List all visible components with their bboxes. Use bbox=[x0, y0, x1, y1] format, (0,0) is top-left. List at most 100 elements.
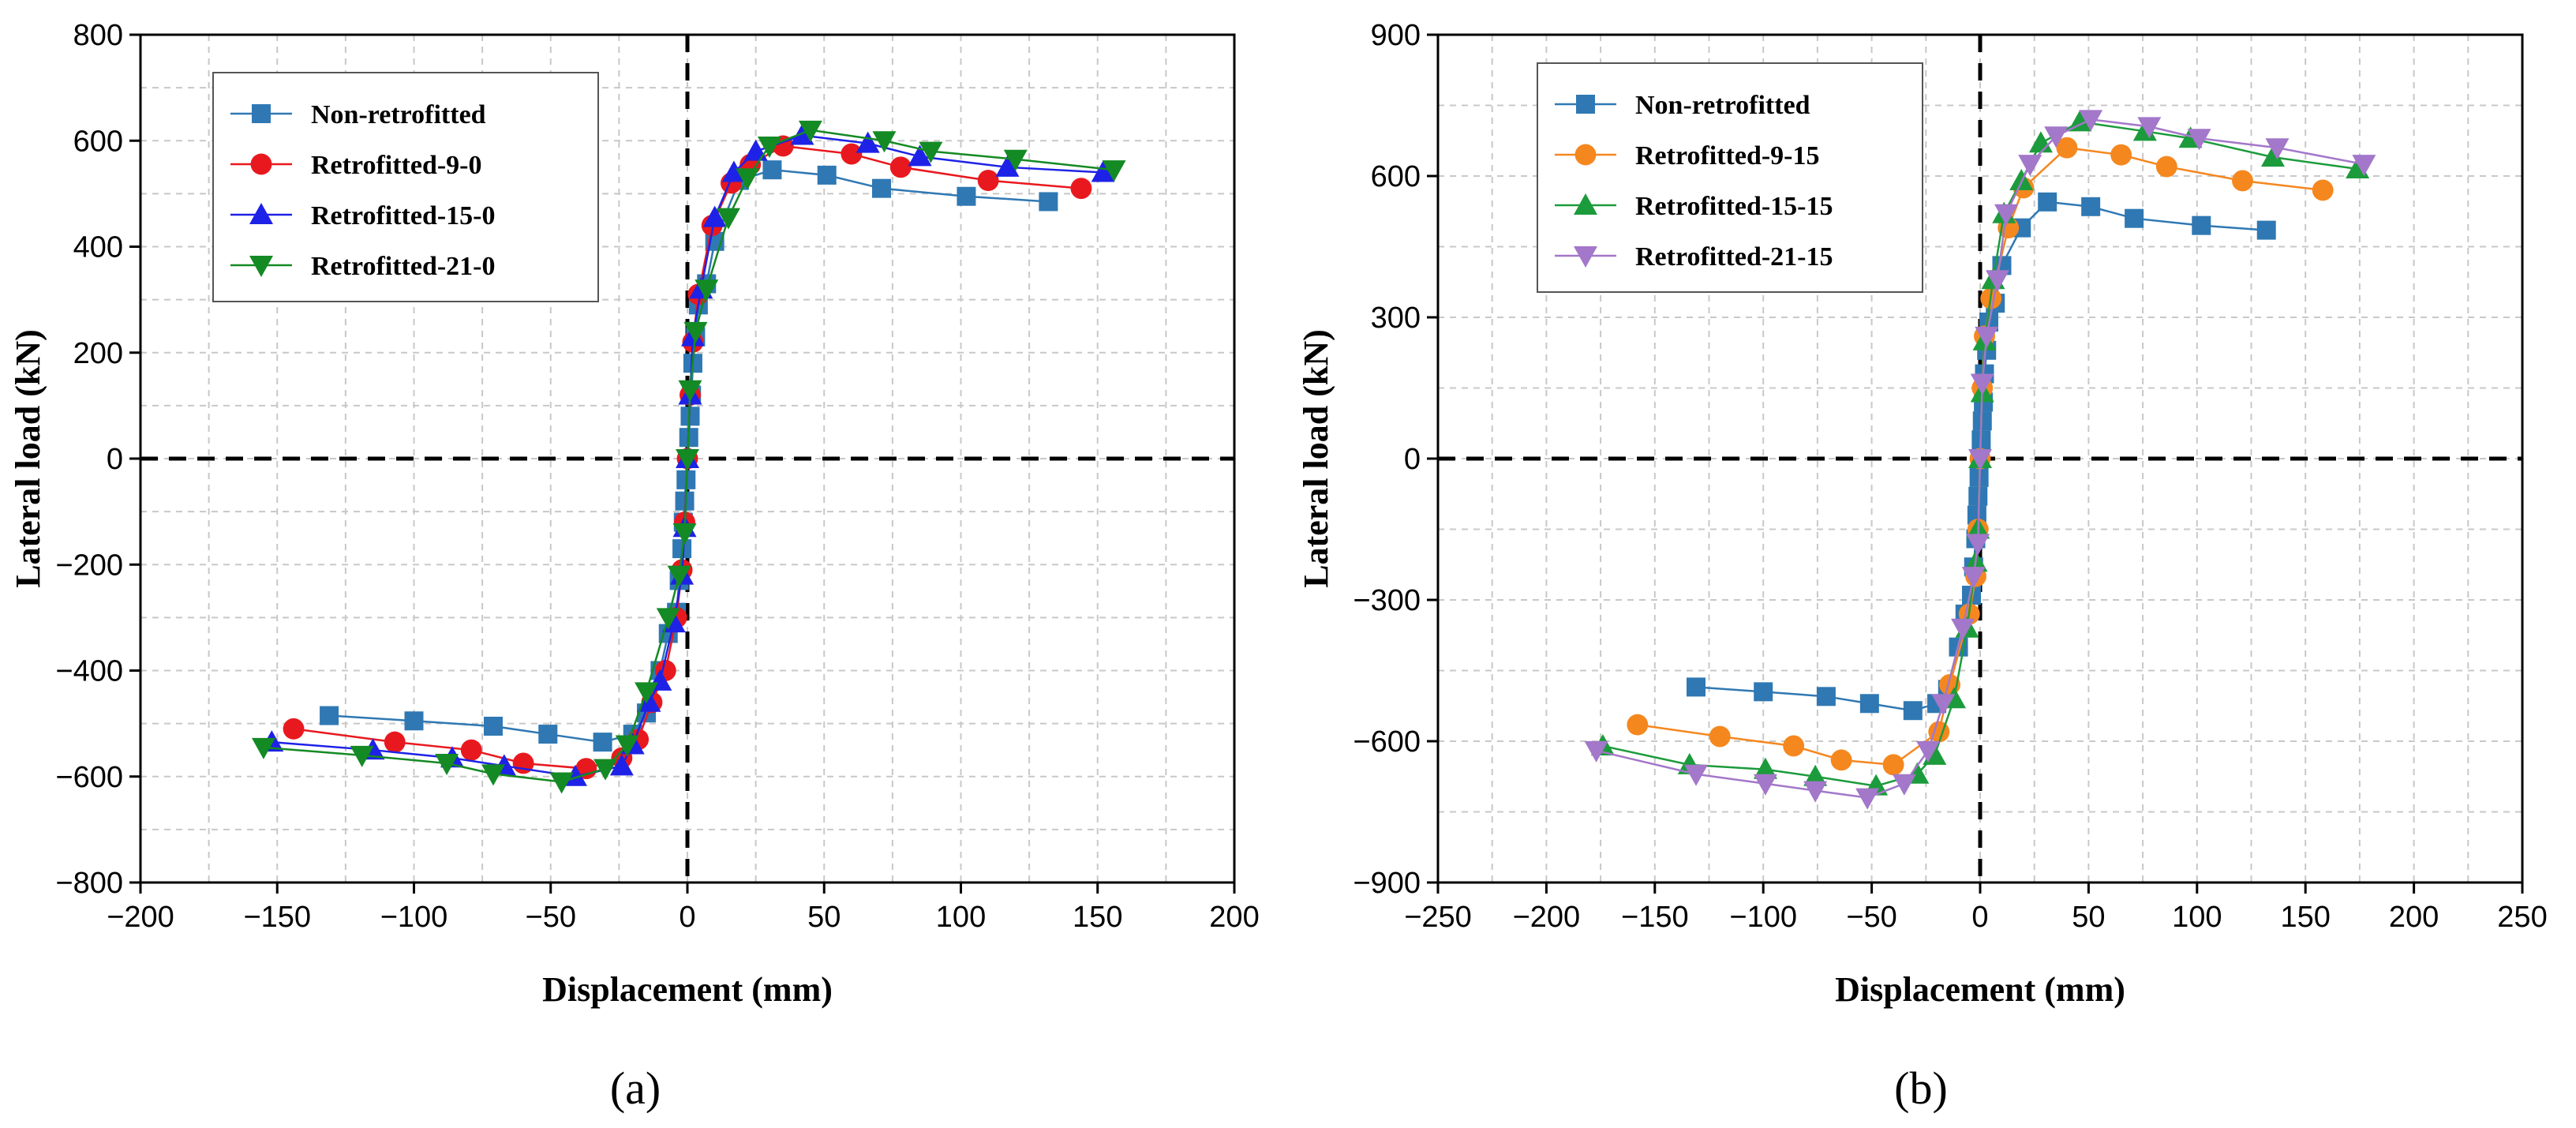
legend-label: Non-retrofitted bbox=[311, 100, 486, 129]
legend-marker bbox=[249, 256, 273, 277]
data-point bbox=[1830, 749, 1852, 771]
data-point bbox=[743, 139, 768, 161]
data-point bbox=[2187, 129, 2211, 151]
legend-marker bbox=[1574, 246, 1597, 268]
data-point bbox=[575, 758, 597, 780]
data-point bbox=[695, 279, 719, 302]
data-point bbox=[762, 160, 782, 180]
legend: Non-retrofitted Retrofitted-9-0 Retrofitte… bbox=[212, 72, 599, 302]
data-point bbox=[2265, 138, 2290, 160]
y-tick-label: 600 bbox=[73, 125, 123, 158]
x-axis-title: Displacement (mm) bbox=[1835, 970, 2125, 1009]
data-point bbox=[404, 711, 424, 731]
data-point bbox=[908, 144, 932, 167]
legend-marker bbox=[1574, 144, 1597, 166]
legend-label: Retrofitted-15-15 bbox=[1635, 192, 1833, 221]
x-tick-label: −50 bbox=[1846, 901, 1896, 934]
legend-marker bbox=[250, 153, 272, 175]
data-point bbox=[1803, 781, 1828, 803]
x-tick-label: 200 bbox=[2389, 901, 2439, 934]
data-point bbox=[2192, 215, 2211, 235]
legend-item: Non-retrofitted bbox=[1555, 91, 1810, 120]
data-point bbox=[481, 764, 505, 786]
data-point bbox=[538, 725, 558, 744]
legend-item: Retrofitted-21-0 bbox=[230, 252, 496, 281]
y-tick-label: −600 bbox=[55, 761, 123, 794]
data-point bbox=[2081, 197, 2101, 216]
data-point bbox=[384, 731, 406, 753]
y-tick-label: −400 bbox=[55, 655, 123, 688]
data-point bbox=[872, 131, 897, 153]
data-point bbox=[460, 739, 482, 761]
panel-caption: (a) bbox=[610, 1062, 661, 1114]
legend-label: Retrofitted-15-0 bbox=[311, 201, 496, 230]
data-point bbox=[1039, 192, 1058, 212]
y-tick-label: −800 bbox=[55, 867, 123, 900]
data-point bbox=[283, 718, 305, 740]
legend-label: Retrofitted-9-0 bbox=[311, 151, 482, 180]
x-tick-label: 0 bbox=[679, 901, 695, 934]
data-point bbox=[889, 156, 912, 178]
x-tick-label: −100 bbox=[1729, 901, 1797, 934]
data-point bbox=[1687, 677, 1706, 697]
data-point bbox=[2068, 110, 2092, 132]
y-tick-label: −200 bbox=[55, 549, 123, 582]
data-point bbox=[593, 759, 618, 781]
legend: Non-retrofitted Retrofitted-9-15 Retrofitt… bbox=[1537, 62, 1923, 293]
legend-item: Retrofitted-15-0 bbox=[230, 201, 496, 230]
data-point bbox=[1859, 694, 1879, 714]
data-point bbox=[1968, 449, 1992, 470]
legend-item: Retrofitted-9-15 bbox=[1555, 141, 1820, 171]
data-point bbox=[1803, 764, 1828, 786]
data-point bbox=[435, 753, 459, 775]
data-point bbox=[1684, 764, 1709, 786]
series-retrofitted-21-0 bbox=[251, 120, 1126, 794]
y-axis-title: Lateral load (kN) bbox=[1297, 329, 1335, 588]
data-point bbox=[702, 205, 727, 227]
x-tick-label: 250 bbox=[2497, 901, 2547, 934]
data-point bbox=[1627, 714, 1649, 736]
data-point bbox=[1584, 740, 1608, 763]
data-point bbox=[251, 737, 275, 759]
x-tick-label: 50 bbox=[2072, 901, 2105, 934]
data-point bbox=[483, 716, 503, 736]
data-point bbox=[957, 186, 976, 206]
data-point bbox=[1003, 149, 1028, 171]
data-point bbox=[1892, 774, 1916, 796]
data-point bbox=[977, 170, 999, 192]
x-tick-label: 200 bbox=[1209, 901, 1259, 934]
data-point bbox=[2232, 170, 2253, 192]
data-point bbox=[320, 706, 339, 725]
legend-label: Retrofitted-21-15 bbox=[1635, 242, 1833, 272]
data-point bbox=[2155, 156, 2177, 178]
data-point bbox=[1994, 204, 2018, 226]
y-tick-label: −600 bbox=[1353, 725, 1421, 759]
data-point bbox=[2038, 192, 2057, 212]
data-point bbox=[1070, 178, 1092, 200]
data-point bbox=[2079, 110, 2103, 132]
x-tick-label: −150 bbox=[1621, 901, 1689, 934]
data-point bbox=[667, 565, 691, 587]
legend-label: Retrofitted-9-15 bbox=[1635, 141, 1820, 171]
y-tick-label: 900 bbox=[1371, 19, 1421, 52]
data-point bbox=[2018, 155, 2042, 177]
x-tick-label: 50 bbox=[807, 901, 841, 934]
data-point bbox=[2056, 137, 2078, 159]
y-tick-label: 600 bbox=[1371, 160, 1421, 193]
chart-panel-a: −200 −150 −100 −50 0 50 100 150 200 −800 −600 −400 −… bbox=[9, 19, 1260, 1114]
x-axis-title: Displacement (mm) bbox=[542, 970, 833, 1009]
data-point bbox=[593, 733, 612, 752]
x-tick-label: −50 bbox=[526, 901, 576, 934]
y-tick-label: −300 bbox=[1353, 584, 1421, 617]
legend-item: Retrofitted-21-15 bbox=[1555, 242, 1833, 272]
data-point bbox=[2110, 144, 2132, 166]
data-point bbox=[1975, 326, 1999, 348]
data-point bbox=[609, 754, 634, 776]
y-tick-label: 0 bbox=[107, 443, 123, 476]
data-point bbox=[672, 523, 697, 545]
data-point bbox=[2312, 179, 2334, 201]
x-tick-label: −150 bbox=[243, 901, 311, 934]
data-point bbox=[683, 321, 708, 343]
y-tick-label: 0 bbox=[1404, 443, 1421, 476]
data-point bbox=[1709, 725, 1731, 748]
